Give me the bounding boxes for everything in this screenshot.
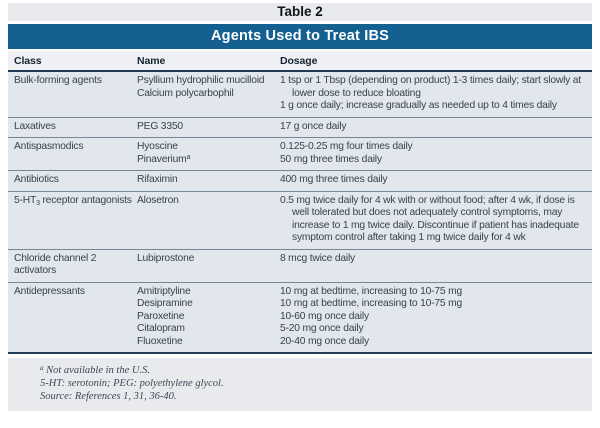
cell-name: Psyllium hydrophilic mucilloid Calcium p… [137,75,280,113]
cell-dosage: 400 mg three times daily [280,174,592,187]
table-row-bulk-forming-agents: Bulk-forming agents Psyllium hydrophilic… [8,72,592,117]
drug-name: Amitriptyline [137,285,191,297]
class-label: Laxatives [14,120,56,132]
dosage-text: 8 mcg twice daily [280,252,355,264]
cell-class: Antibiotics [8,174,137,187]
footnote-abbreviations: 5-HT: serotonin; PEG: polyethylene glyco… [40,378,224,389]
class-label: 5-HT3 receptor antagonists [14,194,132,207]
dosage-text: 400 mg three times daily [280,174,388,185]
dosage-text: 1 g once daily; increase gradually as ne… [280,100,557,111]
class-label: Bulk-forming agents [14,75,102,86]
cell-dosage: 8 mcg twice daily [280,253,592,278]
footnotes: a Not available in the U.S. 5-HT: seroto… [8,358,592,411]
cell-class: Antispasmodics [8,141,137,166]
dosage-text: 0.125-0.25 mg four times daily [280,141,413,152]
dosage-text: 20-40 mg once daily [280,335,369,347]
class-label: Antidepressants [14,285,85,297]
cell-dosage: 0.5 mg twice daily for 4 wk with or with… [280,195,592,245]
cell-class: 5-HT3 receptor antagonists [8,195,137,245]
cell-class: Laxatives [8,121,137,134]
cell-dosage: 17 g once daily [280,121,592,134]
class-label: Antispasmodics [14,141,84,152]
drug-name: Rifaximin [137,174,178,185]
table-body: Bulk-forming agents Psyllium hydrophilic… [8,72,592,354]
drug-name: Paroxetine [137,310,185,322]
column-header-name: Name [137,55,166,67]
footnote-source: Source: References 1, 31, 36-40. [40,391,177,402]
dosage-text: 10-60 mg once daily [280,310,369,322]
drug-name: Lubiprostone [137,252,195,264]
ibs-agents-table: Class Name Dosage Bulk-forming agents Ps… [8,51,592,354]
cell-name: Amitriptyline Desipramine Paroxetine Cit… [137,286,280,349]
dosage-text: 10 mg at bedtime, increasing to 10-75 mg [280,285,463,297]
cell-class: Bulk-forming agents [8,75,137,113]
cell-name: Hyoscine Pinaveriuma [137,141,280,166]
column-header-class: Class [14,55,42,67]
footnote-marker-superscript: a [186,153,191,161]
cell-name: Rifaximin [137,174,280,187]
drug-name: Pinaveriuma [137,153,191,165]
footnote-not-available: a Not available in the U.S. [40,364,592,377]
table-row-antispasmodics: Antispasmodics Hyoscine Pinaveriuma 0.12… [8,137,592,170]
drug-name: Psyllium hydrophilic mucilloid [137,75,265,86]
cell-name: Lubiprostone [137,253,280,278]
dosage-text: 1 tsp or 1 Tbsp (depending on product) 1… [280,75,581,99]
cell-name: PEG 3350 [137,121,280,134]
table-row-laxatives: Laxatives PEG 3350 17 g once daily [8,116,592,137]
cell-dosage: 10 mg at bedtime, increasing to 10-75 mg… [280,286,592,349]
dosage-text: 5-20 mg once daily [280,323,364,334]
table-caption: Table 2 [8,3,592,21]
dosage-text: 50 mg three times daily [280,153,382,165]
cell-dosage: 0.125-0.25 mg four times daily 50 mg thr… [280,141,592,166]
footnote-marker: a [40,364,44,372]
cell-class: Chloride channel 2 activators [8,253,137,278]
table-row-chloride-channel-2-activators: Chloride channel 2 activators Lubiprosto… [8,248,592,282]
column-header-dosage: Dosage [280,55,318,67]
dosage-text: 0.5 mg twice daily for 4 wk with or with… [280,194,579,244]
drug-name: Citalopram [137,323,185,334]
drug-name: Hyoscine [137,141,178,152]
cell-name: Alosetron [137,195,280,245]
dosage-text: 10 mg at bedtime, increasing to 10-75 mg [280,298,463,309]
dosage-text: 17 g once daily [280,120,347,132]
drug-name: PEG 3350 [137,120,183,132]
drug-name: Alosetron [137,194,179,206]
class-label: Antibiotics [14,174,59,185]
drug-name: Desipramine [137,298,193,309]
table-header-row: Class Name Dosage [8,51,592,72]
class-label: Chloride channel 2 activators [14,252,97,277]
drug-name: Fluoxetine [137,335,183,347]
drug-name: Calcium polycarbophil [137,87,234,99]
table-row-antidepressants: Antidepressants Amitriptyline Desipramin… [8,281,592,352]
subscript-3: 3 [36,199,40,207]
table-title-banner: Agents Used to Treat IBS [8,24,592,49]
table-row-antibiotics: Antibiotics Rifaximin 400 mg three times… [8,170,592,191]
cell-class: Antidepressants [8,286,137,349]
table-row-5ht3-receptor-antagonists: 5-HT3 receptor antagonists Alosetron 0.5… [8,190,592,249]
footnote-text: Not available in the U.S. [43,365,150,376]
cell-dosage: 1 tsp or 1 Tbsp (depending on product) 1… [280,75,592,113]
